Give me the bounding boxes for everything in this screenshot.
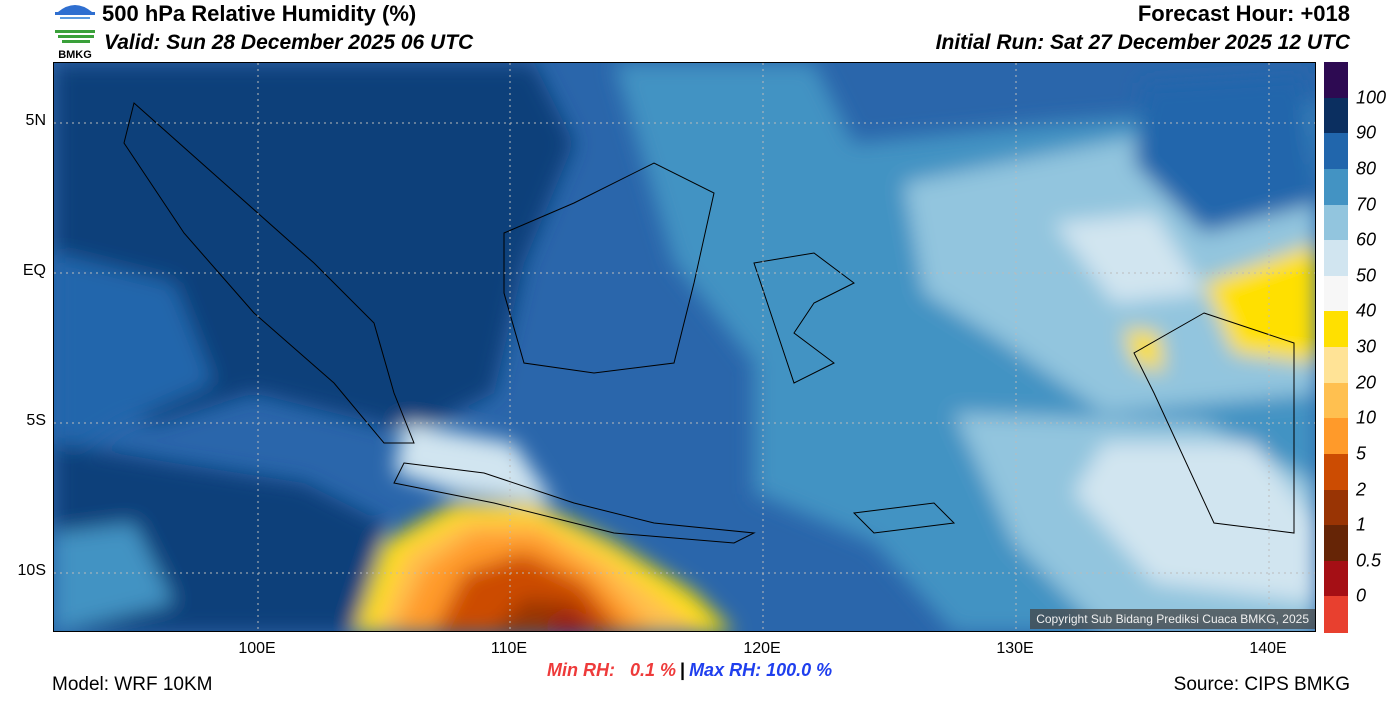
colorbar-label: 1 [1356, 514, 1367, 535]
colorbar-label: 60 [1356, 229, 1377, 250]
bmkg-logo: BMKG [50, 0, 100, 61]
colorbar-label: 100 [1356, 87, 1387, 108]
colorbar-bin [1324, 347, 1348, 384]
humid-area [394, 423, 554, 503]
colorbar-bin [1324, 453, 1348, 490]
copyright-notice: Copyright Sub Bidang Prediksi Cuaca BMKG… [1030, 609, 1315, 629]
forecast-hour: Forecast Hour: +018 [1137, 1, 1350, 26]
humid-area [1054, 213, 1204, 303]
dry-area [545, 613, 593, 631]
colorbar-label: 5 [1356, 443, 1367, 464]
colorbar-bin [1324, 560, 1348, 597]
colorbar-label: 90 [1356, 122, 1377, 143]
valid-time: Valid: Sun 28 December 2025 06 UTC [104, 31, 474, 54]
min-rh: Min RH: 0.1 % [547, 660, 677, 680]
lat-label: 5N [25, 112, 46, 129]
colorbar-bin [1324, 275, 1348, 312]
colorbar-bin [1324, 489, 1348, 526]
colorbar-bin [1324, 311, 1348, 348]
colorbar-bin [1324, 240, 1348, 277]
svg-text:BMKG: BMKG [58, 49, 92, 60]
lon-label: 110E [490, 640, 528, 657]
colorbar-bin [1324, 204, 1348, 241]
colorbar-bin [1324, 133, 1348, 170]
colorbar-label: 30 [1356, 336, 1377, 357]
coastlines [123, 102, 1295, 544]
lat-label: 10S [17, 562, 46, 579]
separator: | [680, 660, 686, 680]
colorbar-bin [1324, 168, 1348, 205]
source-label: Source: CIPS BMKG [1173, 674, 1350, 695]
lon-label: 140E [1249, 640, 1287, 657]
colorbar-bin [1324, 525, 1348, 562]
lon-label: 100E [238, 640, 276, 657]
colorbar-label: 80 [1356, 158, 1377, 179]
colorbar-label: 70 [1356, 194, 1377, 214]
lon-label: 120E [743, 640, 781, 657]
colorbar-label: 20 [1356, 372, 1377, 393]
humid-area [1134, 73, 1315, 233]
colorbar-label: 50 [1356, 265, 1377, 286]
lat-label: 5S [26, 412, 46, 429]
humidity-map: Copyright Sub Bidang Prediksi Cuaca BMKG… [53, 62, 1316, 632]
colorbar-label: 0.5 [1356, 550, 1382, 571]
humid-area [54, 523, 174, 631]
max-rh: Max RH: 100.0 % [689, 660, 833, 680]
colorbar-bin [1324, 596, 1348, 633]
colorbar-bin [1324, 382, 1348, 419]
colorbar-label: 40 [1356, 300, 1377, 321]
chart-title: 500 hPa Relative Humidity (%) [102, 1, 417, 26]
colorbar-bin [1324, 62, 1348, 99]
model-label: Model: WRF 10KM [52, 674, 213, 695]
colorbar-label: 0 [1356, 585, 1367, 606]
humid-area [1074, 443, 1315, 603]
colorbar-label: 10 [1356, 407, 1377, 428]
humid-area [54, 253, 214, 463]
gridlines [54, 63, 1315, 631]
dry-area [1124, 328, 1164, 373]
colorbar-label: 2 [1356, 479, 1367, 499]
lat-label: EQ [22, 262, 46, 279]
initial-run: Initial Run: Sat 27 December 2025 12 UTC [935, 31, 1350, 54]
rh-range: Min RH: 0.1 % | Max RH: 100.0 % [547, 660, 832, 681]
colorbar-bin [1324, 97, 1348, 134]
lon-label: 130E [996, 640, 1034, 657]
colorbar [1324, 62, 1348, 633]
colorbar-bin [1324, 418, 1348, 455]
